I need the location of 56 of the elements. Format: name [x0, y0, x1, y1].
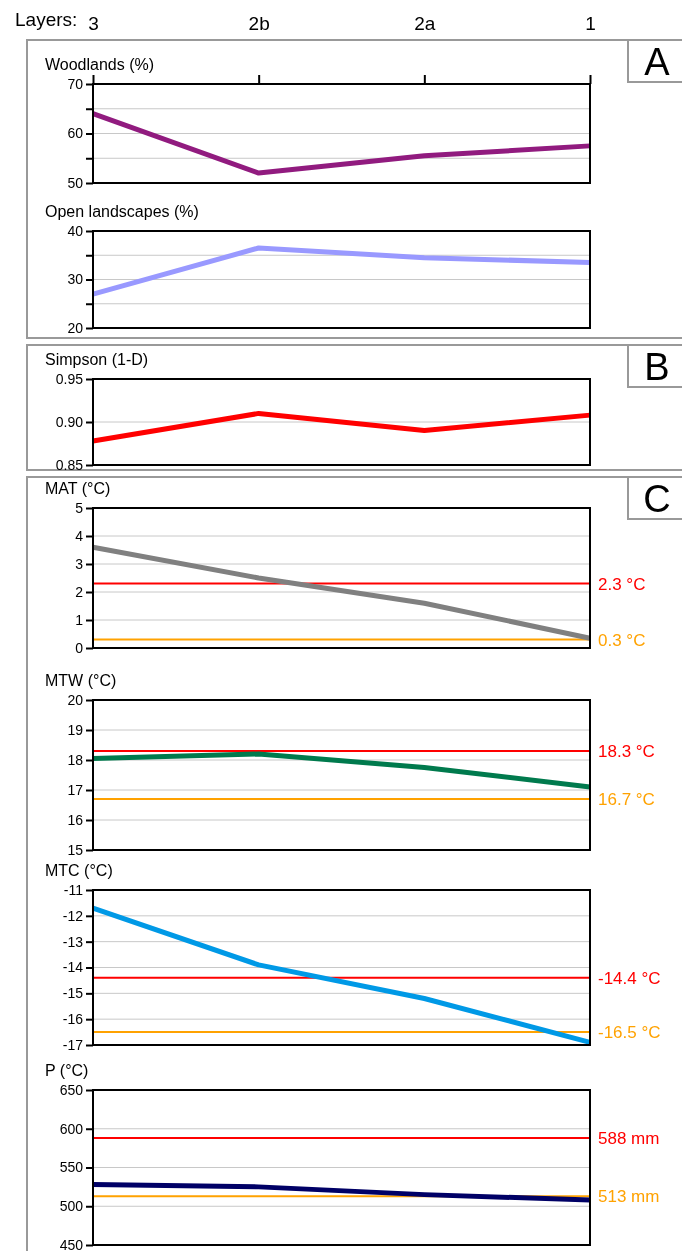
y-tick-label: 500 [59, 1198, 84, 1215]
x-tick-label: 2b [248, 13, 270, 34]
ref-line-label: -16.5 °C [598, 1023, 661, 1043]
y-tick-label: -11 [63, 881, 84, 898]
y-tick-label: 20 [67, 691, 84, 708]
y-tick-label: -15 [62, 985, 84, 1002]
y-tick-label: 50 [67, 174, 84, 191]
ref-line-label: 588 mm [598, 1129, 660, 1149]
y-tick-label: 650 [59, 1081, 84, 1098]
y-tick-label: -16 [62, 1011, 84, 1028]
x-tick-label: 2a [414, 13, 436, 34]
text: B [644, 346, 670, 388]
y-tick-label: 30 [67, 271, 84, 288]
y-tick-label: 4 [75, 527, 84, 544]
chart-title: Open landscapes (%) [45, 203, 199, 220]
text: C [643, 478, 671, 520]
ref-line-label: 513 mm [598, 1187, 660, 1207]
y-tick-label: 0.90 [55, 413, 84, 430]
y-tick-label: 2 [75, 583, 84, 600]
text: A [644, 41, 671, 83]
chart-title: MTC (°C) [45, 862, 113, 879]
y-tick-label: 550 [59, 1159, 84, 1176]
chart-title: Woodlands (%) [45, 56, 155, 73]
y-tick-label: -12 [62, 907, 84, 924]
y-tick-label: 1 [75, 611, 84, 628]
x-tick-label: 1 [585, 13, 596, 34]
y-tick-label: 16 [67, 811, 84, 828]
y-tick-label: 15 [67, 841, 84, 858]
y-tick-label: 0.95 [55, 370, 84, 387]
y-tick-label: 600 [59, 1120, 84, 1137]
y-tick-label: 19 [67, 721, 84, 738]
y-tick-label: 17 [67, 781, 84, 798]
y-tick-label: 70 [67, 75, 84, 92]
y-tick-label: 20 [67, 319, 84, 336]
y-tick-label: 60 [67, 125, 84, 142]
ref-line-label: 18.3 °C [598, 742, 655, 761]
text: Layers: [15, 9, 78, 30]
ref-line-label: -14.4 °C [598, 968, 661, 988]
y-tick-label: -14 [62, 959, 84, 976]
x-tick-label: 3 [88, 13, 99, 34]
chart-title: Simpson (1-D) [45, 351, 149, 368]
ref-line-label: 0.3 °C [598, 630, 646, 650]
chart-title: MAT (°C) [45, 480, 111, 497]
ref-line-label: 16.7 °C [598, 790, 655, 809]
y-tick-label: 5 [75, 499, 84, 516]
y-tick-label: 18 [67, 751, 84, 768]
y-tick-label: 3 [75, 555, 84, 572]
y-tick-label: -17 [62, 1036, 84, 1053]
y-tick-label: 450 [59, 1236, 84, 1251]
ref-line-label: 2.3 °C [598, 574, 646, 594]
y-tick-label: 40 [67, 222, 84, 239]
chart-title: P (°C) [45, 1062, 89, 1079]
y-tick-label: 0.85 [55, 456, 84, 473]
y-tick-label: 0 [75, 639, 84, 656]
y-tick-label: -13 [62, 933, 84, 950]
chart-title: MTW (°C) [45, 672, 117, 689]
